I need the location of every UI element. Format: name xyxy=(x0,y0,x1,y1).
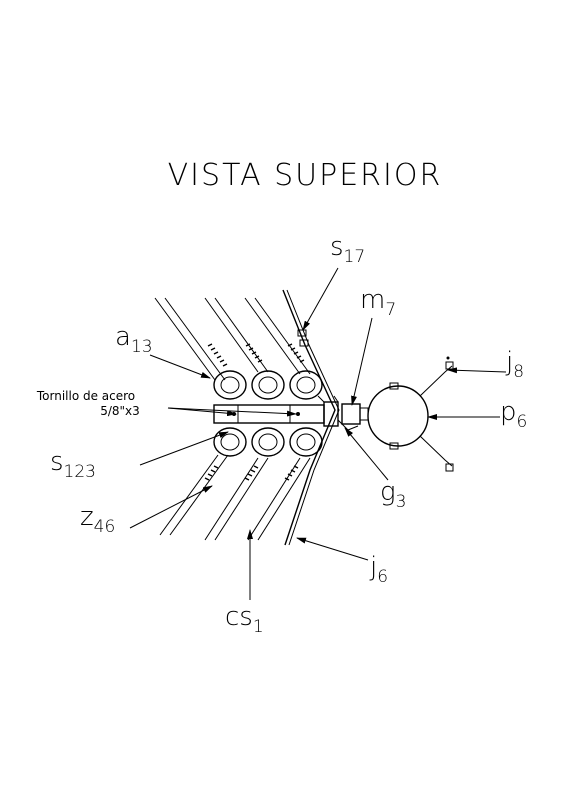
pole xyxy=(367,356,454,472)
label-tornillo-line1: Tornillo de acero xyxy=(36,389,135,403)
label-z46: z46 xyxy=(80,502,115,537)
clamps-bottom-row xyxy=(213,427,323,457)
label-s123: s123 xyxy=(50,447,96,482)
leader-arrows xyxy=(129,267,507,600)
link-hardware xyxy=(337,403,369,431)
label-cs1: cs1 xyxy=(225,602,264,637)
label-tornillo-line2: 5/8"x3 xyxy=(100,404,140,418)
label-p6: p6 xyxy=(500,397,527,432)
label-s17: s17 xyxy=(330,232,365,267)
label-j6: j6 xyxy=(369,552,388,587)
bracket-plate xyxy=(282,289,340,546)
drawing-title: VISTA SUPERIOR xyxy=(168,158,443,193)
conductor-lines-lower xyxy=(159,454,311,541)
armor-rods xyxy=(204,343,305,481)
clamps-top-row xyxy=(213,370,323,400)
label-a13: a13 xyxy=(115,322,153,357)
label-j8: j8 xyxy=(505,347,524,382)
conductor-lines-upper xyxy=(154,297,311,381)
label-g3: g3 xyxy=(380,477,406,512)
label-m7: m7 xyxy=(360,285,396,320)
